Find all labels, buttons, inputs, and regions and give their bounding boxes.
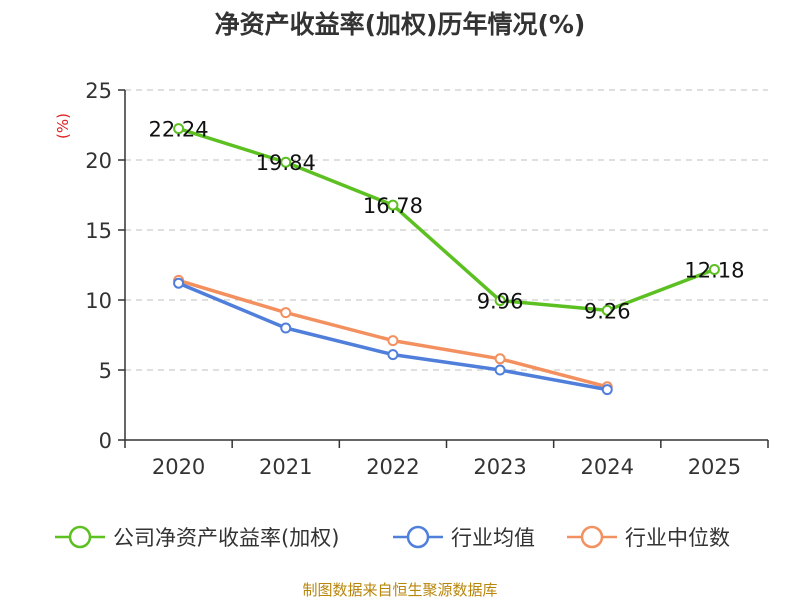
legend: 公司净资产收益率(加权) 行业均值 行业中位数 xyxy=(55,525,730,550)
y-tick-label: 5 xyxy=(99,359,112,383)
x-tick-label: 2023 xyxy=(473,455,526,479)
legend-item-1: 行业均值 xyxy=(393,525,535,550)
data-point xyxy=(708,263,720,275)
data-point xyxy=(280,156,292,168)
series-0 xyxy=(173,123,720,316)
legend-label: 公司净资产收益率(加权) xyxy=(113,526,339,550)
series-2 xyxy=(173,274,613,393)
x-tick-label: 2020 xyxy=(152,455,205,479)
gridlines xyxy=(125,89,768,371)
y-tick-label: 15 xyxy=(85,219,112,243)
data-point xyxy=(601,384,613,396)
series-line xyxy=(178,126,716,313)
data-point xyxy=(601,304,613,316)
y-tick-label: 25 xyxy=(85,79,112,103)
x-tick-label: 2021 xyxy=(259,455,312,479)
series-1 xyxy=(173,277,613,396)
data-label: 16.78 xyxy=(363,194,423,218)
data-point xyxy=(387,335,399,347)
y-axis-unit-label: (%) xyxy=(54,113,72,139)
chart-title: 净资产收益率(加权)历年情况(%) xyxy=(215,10,586,39)
data-point xyxy=(494,364,506,376)
data-labels: 22.24 19.84 16.78 9.96 9.26 12.18 xyxy=(149,118,745,324)
x-tick-label: 2024 xyxy=(581,455,634,479)
data-point xyxy=(494,295,506,307)
legend-swatch-marker xyxy=(580,525,604,549)
data-point xyxy=(173,123,185,135)
y-tick-label: 10 xyxy=(85,289,112,313)
series-line xyxy=(178,278,608,389)
x-tick-label: 2025 xyxy=(688,455,741,479)
legend-swatch-marker xyxy=(406,525,430,549)
x-tick-label: 2022 xyxy=(366,455,419,479)
data-point xyxy=(173,277,185,289)
data-label: 12.18 xyxy=(684,258,744,282)
legend-swatch-marker xyxy=(68,525,92,549)
data-label: 9.96 xyxy=(477,290,524,314)
data-label: 19.84 xyxy=(256,151,316,175)
legend-label: 行业中位数 xyxy=(625,526,730,550)
data-point xyxy=(387,349,399,361)
legend-label: 行业均值 xyxy=(451,526,535,550)
source-note: 制图数据来自恒生聚源数据库 xyxy=(302,581,497,599)
data-point xyxy=(280,322,292,334)
y-tick-label: 20 xyxy=(85,149,112,173)
legend-item-2: 行业中位数 xyxy=(567,525,730,550)
data-point xyxy=(494,353,506,365)
legend-item-0: 公司净资产收益率(加权) xyxy=(55,525,339,550)
data-label: 22.24 xyxy=(149,118,209,142)
data-point xyxy=(387,199,399,211)
series-lines xyxy=(173,123,720,396)
data-point xyxy=(280,307,292,319)
y-tick-label: 0 xyxy=(99,429,112,453)
data-label: 9.26 xyxy=(584,299,631,323)
